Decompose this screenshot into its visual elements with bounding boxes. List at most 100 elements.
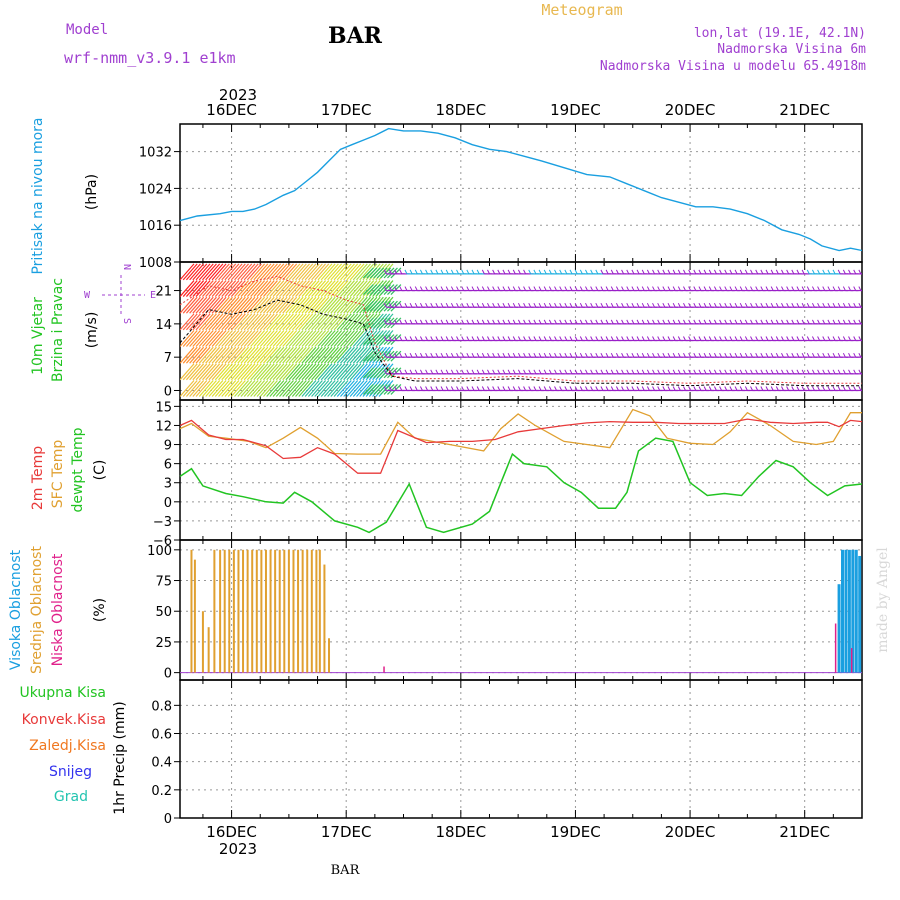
wind-barb <box>349 296 365 314</box>
wind-barb <box>677 336 681 341</box>
wind-barb <box>724 286 728 291</box>
wind-barb <box>208 280 224 297</box>
wind-barb <box>414 319 418 325</box>
wind-barb <box>279 330 294 347</box>
wind-barb <box>806 319 810 325</box>
wind-barb <box>533 386 537 391</box>
wind-barb <box>528 269 532 275</box>
wind-barb <box>713 286 717 291</box>
wind-barb <box>523 352 527 358</box>
wind-barb <box>227 296 243 314</box>
wind-barb <box>842 319 846 325</box>
wind-barb <box>595 269 599 275</box>
wind-barb <box>237 363 253 381</box>
wind-barb <box>389 319 392 325</box>
wind-barb <box>240 296 256 314</box>
wind-barb <box>320 280 336 297</box>
wind-barb <box>349 263 365 281</box>
wind-barb <box>796 319 800 325</box>
wind-barb <box>621 286 625 291</box>
cloud-bar <box>242 549 245 673</box>
wind-barb <box>301 380 317 397</box>
wind-barb <box>227 313 243 331</box>
wind-dir-w: W <box>84 290 91 301</box>
wind-barb <box>858 369 862 375</box>
wind-barb <box>848 352 851 358</box>
wind-barb <box>445 302 449 308</box>
wind-barb <box>461 269 465 275</box>
wind-barb <box>512 369 516 375</box>
cloud-high-label: Visoka Oblacnost <box>8 549 24 670</box>
wind-barb <box>461 286 465 291</box>
wind-barb <box>195 296 211 314</box>
wind-barb <box>492 386 496 391</box>
cloud-bar <box>264 549 267 673</box>
wind-barb <box>698 352 702 358</box>
temp-dew-label: dewpt Temp <box>70 427 86 512</box>
wind-barb <box>672 369 676 375</box>
wind-title-1: 10m Vjetar <box>30 297 46 375</box>
date-tick-label: 16DEC <box>206 101 257 119</box>
wind-barb <box>250 363 266 381</box>
wind-barb <box>450 336 454 341</box>
wind-barb <box>349 313 365 331</box>
wind-barb <box>211 280 227 297</box>
wind-barb <box>471 319 475 325</box>
wind-barb <box>476 269 480 275</box>
wind-barb <box>817 286 821 291</box>
wind-barb <box>667 336 671 341</box>
wind-barb <box>189 363 205 381</box>
wind-barb <box>837 319 841 325</box>
wind-barb <box>585 369 588 375</box>
wind-barb <box>708 369 712 375</box>
wind-barb <box>456 369 459 375</box>
wind-barb <box>414 369 418 375</box>
wind-barb <box>801 352 805 358</box>
wind-barb <box>791 352 795 358</box>
wind-barb <box>243 346 259 364</box>
wind-barb <box>543 302 547 308</box>
wind-barb <box>698 302 702 308</box>
wind-barb <box>314 363 330 381</box>
wind-barb <box>224 330 240 347</box>
wind-barb <box>775 352 779 358</box>
wind-barb <box>466 369 470 375</box>
wind-barb <box>626 319 630 325</box>
wind-barb <box>729 286 733 291</box>
wind-barb <box>734 286 738 291</box>
wind-barb <box>533 319 537 325</box>
wind-barb <box>564 269 568 275</box>
wind-barb <box>848 319 851 325</box>
wind-barb <box>569 286 573 291</box>
wind-barb <box>719 352 723 358</box>
model-label: Model <box>66 22 108 38</box>
wind-barb <box>842 386 846 391</box>
wind-barb <box>461 319 465 325</box>
wind-barb <box>376 350 388 362</box>
wind-barb <box>211 363 227 381</box>
coords-text: lon,lat (19.1E, 42.1N) <box>694 26 866 41</box>
wind-barb <box>605 286 609 291</box>
wind-barb <box>775 369 779 375</box>
wind-barb <box>185 363 201 381</box>
wind-barb <box>703 269 707 275</box>
wind-barb <box>346 313 362 331</box>
wind-barb <box>295 363 310 381</box>
wind-barb <box>543 319 547 325</box>
wind-barb <box>182 263 198 281</box>
wind-barb <box>517 319 521 325</box>
wind-barb <box>352 263 368 281</box>
wind-barb <box>282 313 298 331</box>
wind-barb <box>456 386 459 391</box>
wind-barb <box>683 369 686 375</box>
wind-barb <box>246 363 262 381</box>
wind-barb <box>693 336 697 341</box>
wind-labels: 10m Vjetar Brzina i Pravac (m/s) W E N S <box>30 264 156 382</box>
wind-barb <box>765 386 769 391</box>
wind-barb <box>791 286 795 291</box>
wind-barb <box>564 302 568 308</box>
wind-barb <box>822 319 826 325</box>
wind-barb <box>492 319 496 325</box>
wind-barb <box>708 386 712 391</box>
wind-barb <box>662 286 666 291</box>
